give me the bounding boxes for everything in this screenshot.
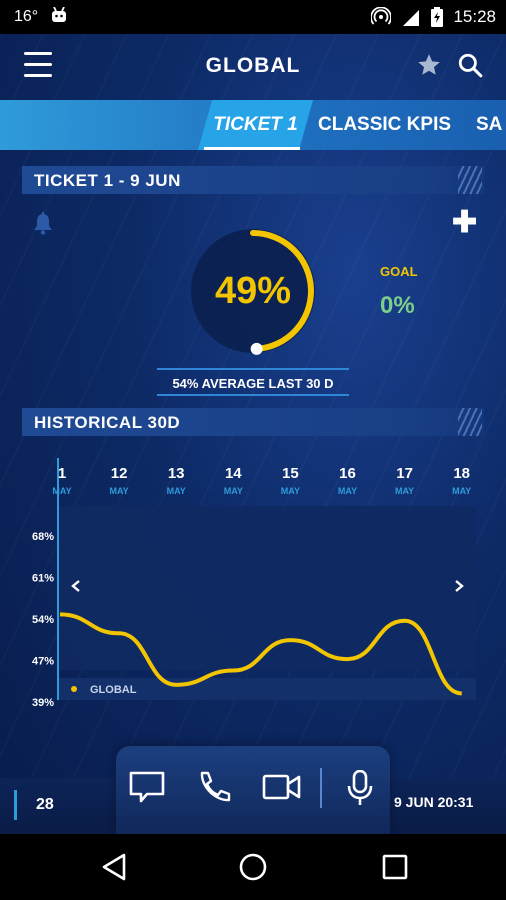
x-tick-month: MAY — [395, 486, 414, 496]
header-decoration — [458, 166, 482, 194]
gauge-value: 49% — [214, 270, 292, 312]
active-tab-indicator — [204, 147, 300, 150]
microphone-icon[interactable] — [346, 769, 374, 811]
menu-button[interactable] — [24, 52, 52, 78]
ticket-section-header: TICKET 1 - 9 JUN — [22, 166, 484, 194]
historical-line-chart: 1MAY12MAY13MAY14MAY15MAY16MAY17MAY18MAY … — [32, 458, 476, 709]
count-value: 28 — [36, 796, 54, 813]
progress-gauge — [191, 229, 315, 355]
x-tick-day: 1 — [58, 465, 66, 482]
x-tick-month: MAY — [110, 486, 129, 496]
x-tick-month: MAY — [338, 486, 357, 496]
x-tick-day: 17 — [396, 465, 413, 482]
status-bar: 16° 15:28 — [0, 0, 506, 34]
tab-ticket-1[interactable]: TICKET 1 — [198, 100, 313, 150]
chart-prev-icon[interactable] — [71, 580, 80, 592]
series-line-global — [59, 612, 463, 696]
last-update-datetime: 9 JUN 20:31 — [394, 794, 474, 810]
goal-label: GOAL — [380, 264, 418, 279]
top-bar: GLOBAL — [0, 34, 506, 98]
count-accent — [14, 790, 17, 820]
average-text: 54% AVERAGE LAST 30 D — [157, 368, 349, 396]
page-title: GLOBAL — [205, 54, 301, 77]
add-button[interactable]: ✚ — [452, 206, 478, 239]
x-tick-day: 18 — [453, 465, 470, 482]
back-icon[interactable] — [100, 852, 128, 887]
search-icon[interactable] — [457, 52, 483, 83]
x-tick-month: MAY — [167, 486, 186, 496]
gauge-background — [191, 229, 315, 353]
recents-icon[interactable] — [381, 852, 409, 887]
alert-bell-icon[interactable] — [32, 212, 54, 241]
y-tick-label: 68% — [32, 531, 54, 543]
navigation-bar — [0, 834, 506, 900]
x-tick-month: MAY — [281, 486, 300, 496]
phone-icon[interactable] — [196, 770, 232, 809]
android-notification-icon — [50, 6, 68, 28]
hotspot-icon — [371, 7, 392, 27]
clock: 15:28 — [453, 7, 496, 26]
y-tick-label: 61% — [32, 573, 54, 585]
x-tick-day: 14 — [225, 465, 242, 482]
x-tick-month: MAY — [52, 486, 71, 496]
x-tick-day: 15 — [282, 465, 299, 482]
x-tick-day: 12 — [111, 465, 128, 482]
y-tick-label: 39% — [32, 697, 54, 709]
x-tick-day: 16 — [339, 465, 356, 482]
ticket-section-title: TICKET 1 - 9 JUN — [34, 171, 181, 190]
signal-icon — [401, 7, 421, 27]
chart-next-icon[interactable] — [455, 580, 464, 592]
tab-bar: TICKET 1 CLASSIC KPIS SA — [0, 100, 506, 150]
gauge-end-dot — [250, 342, 263, 355]
y-tick-label: 54% — [32, 614, 54, 626]
app-screen: GLOBAL TICKET 1 CLASSIC KPIS SA TICKET 1… — [0, 34, 506, 834]
x-tick-month: MAY — [224, 486, 243, 496]
legend-dot — [71, 686, 77, 692]
header-decoration — [458, 408, 482, 436]
gauge-arc — [250, 230, 314, 352]
legend-label: GLOBAL — [90, 684, 137, 696]
message-icon[interactable] — [128, 770, 166, 809]
historical-section-header: HISTORICAL 30D — [22, 408, 484, 436]
x-tick-month: MAY — [452, 486, 471, 496]
favorite-star-icon[interactable] — [416, 52, 442, 83]
historical-section-title: HISTORICAL 30D — [34, 413, 181, 432]
tab-partial[interactable]: SA — [476, 114, 503, 135]
y-tick-label: 47% — [32, 656, 54, 668]
legend-bar — [58, 678, 476, 700]
dock-separator — [320, 768, 322, 808]
action-dock — [116, 746, 390, 834]
goal-value: 0% — [380, 292, 415, 319]
action-dock-buttons — [116, 746, 390, 834]
x-tick-day: 13 — [168, 465, 185, 482]
plot-area — [58, 506, 476, 670]
video-call-icon[interactable] — [262, 770, 302, 809]
battery-icon — [431, 7, 444, 27]
temperature: 16° — [14, 8, 39, 25]
tab-classic-kpis[interactable]: CLASSIC KPIS — [318, 114, 452, 135]
home-icon[interactable] — [238, 852, 268, 887]
